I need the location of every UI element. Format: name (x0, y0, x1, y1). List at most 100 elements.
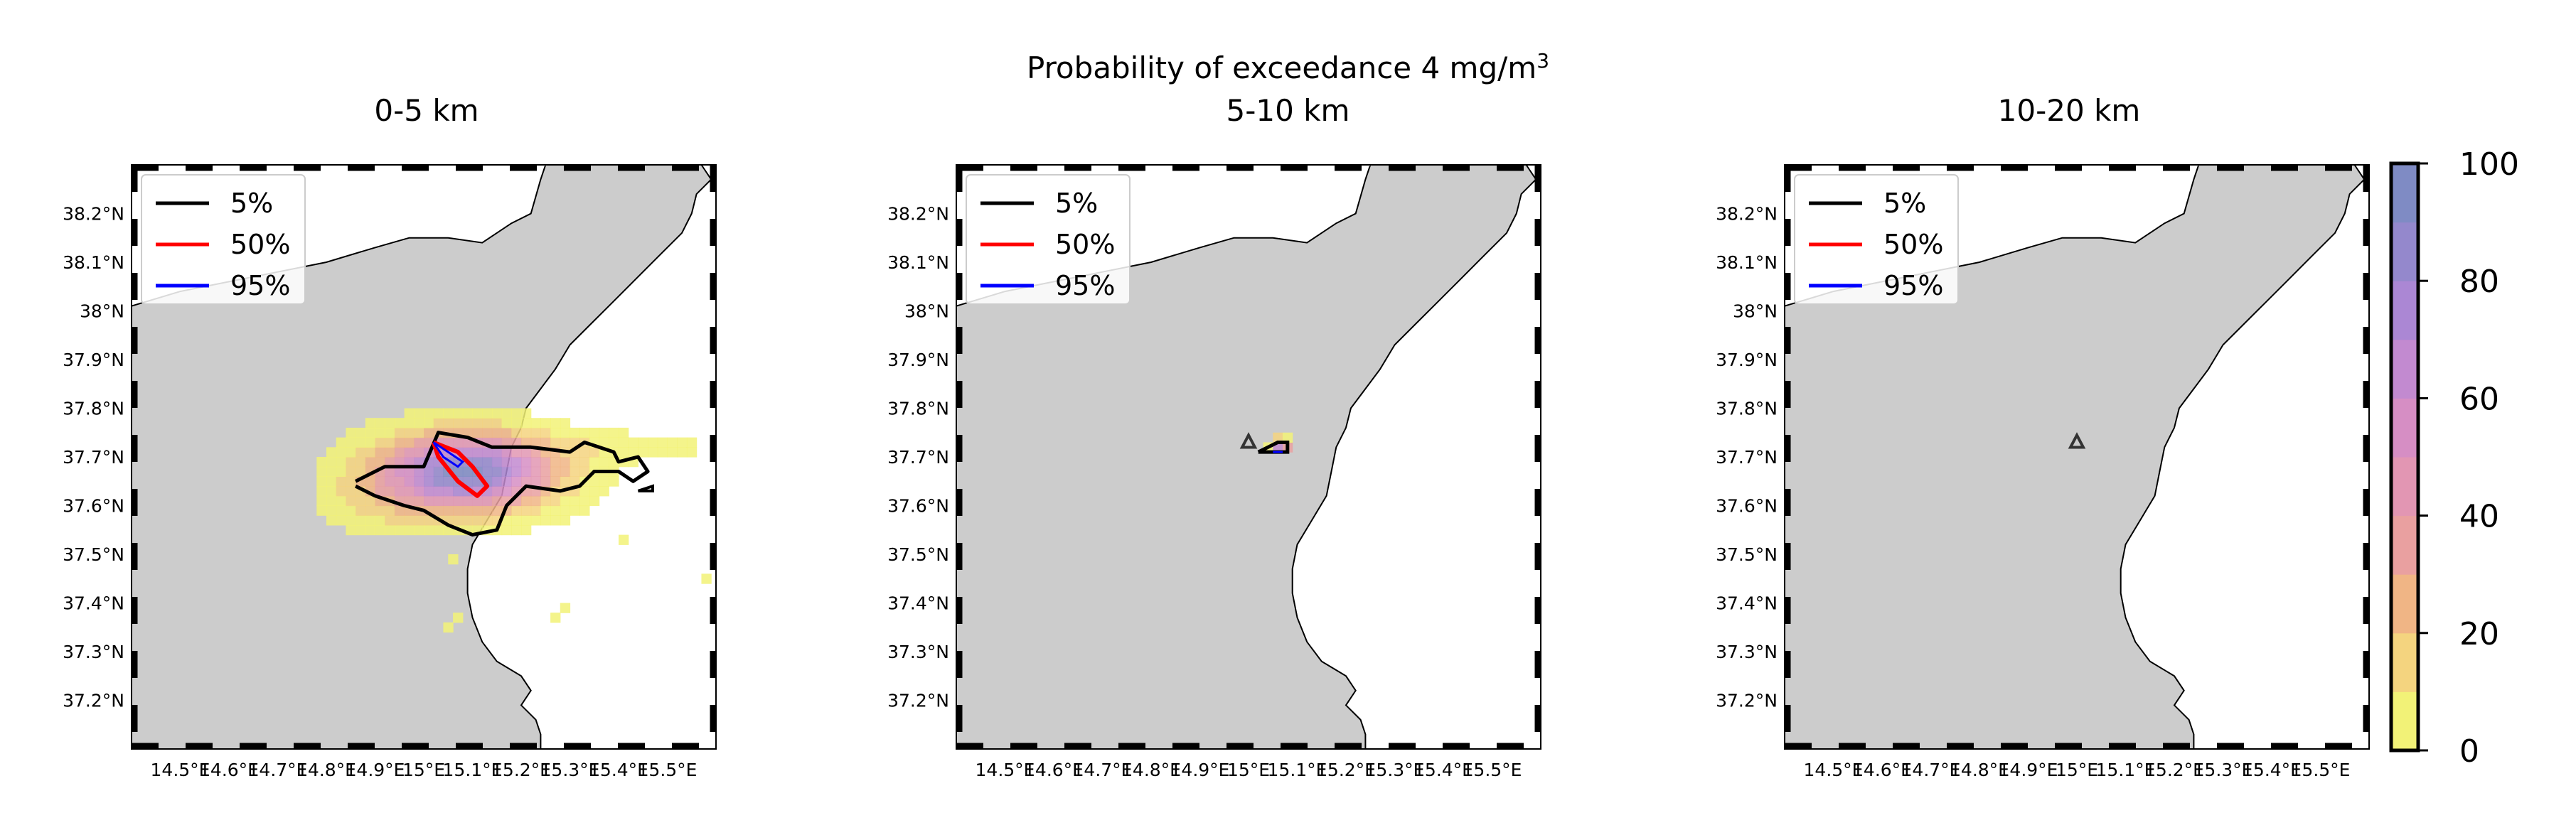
probability-cell (336, 437, 346, 448)
probability-cell (530, 515, 541, 526)
colorbar-segment (2391, 632, 2418, 692)
legend-label: 5% (1055, 188, 1098, 219)
probability-cell (521, 495, 532, 507)
probability-cell (326, 466, 337, 477)
probability-cell (462, 515, 474, 526)
probability-cell (414, 457, 424, 468)
probability-cell (550, 515, 561, 526)
probability-cell (638, 437, 648, 448)
probability-cell (491, 505, 503, 516)
lon-tick-label: 15.5°E (638, 760, 698, 780)
figure-title: Probability of exceedance 4 mg/m3 (0, 51, 2576, 83)
probability-cell (482, 515, 493, 526)
probability-cell (550, 418, 561, 428)
probability-cell (501, 437, 512, 448)
probability-cell (511, 515, 522, 526)
probability-cell (326, 515, 337, 526)
probability-cell (462, 418, 474, 428)
probability-cell (579, 447, 590, 458)
probability-cell (589, 495, 600, 507)
probability-cell (443, 486, 454, 497)
probability-cell (530, 457, 541, 468)
probability-cell (365, 476, 376, 487)
probability-cell (356, 515, 366, 526)
colorbar-frame (2389, 161, 2420, 753)
probability-cell (394, 466, 405, 477)
lat-tick-label: 37.7°N (1716, 447, 1778, 468)
panel-title-10-20km: 10-20 km (1997, 93, 2141, 128)
probability-cell (560, 603, 571, 613)
volcano-vent-marker (2068, 432, 2086, 449)
probability-cell (570, 466, 580, 477)
probability-cell (550, 476, 561, 487)
probability-cell (530, 437, 541, 448)
probability-cell (316, 466, 327, 477)
probability-cell (385, 466, 395, 477)
probability-cell (609, 476, 619, 487)
probability-cell (414, 427, 424, 438)
lon-tick-label: 15°E (1227, 760, 1270, 780)
lon-tick-label: 15°E (402, 760, 445, 780)
probability-cell (453, 515, 464, 526)
probability-cell (540, 437, 551, 448)
colorbar: 100 80 60 40 20 0 (2389, 146, 2519, 770)
lon-tick-label: 14.5°E (1804, 760, 1864, 780)
probability-cell (365, 495, 376, 507)
lon-tick-label: 14.6°E (199, 760, 259, 780)
probability-cell (599, 486, 609, 497)
probability-cell (511, 466, 522, 477)
probability-cell (491, 437, 503, 448)
colorbar-segment (2391, 398, 2418, 458)
probability-cell (550, 427, 561, 438)
colorbar-segment (2391, 163, 2418, 223)
probability-cell (599, 437, 609, 448)
probability-cell (589, 447, 600, 458)
lat-tick-label: 37.6°N (63, 496, 124, 517)
probability-cell (521, 515, 532, 526)
probability-cell (326, 447, 337, 458)
probability-cell (599, 457, 609, 468)
figure-subtitle: 5-10 km (1226, 93, 1350, 128)
probability-cell (443, 418, 454, 428)
probability-cell (346, 486, 356, 497)
legend-box (966, 174, 1131, 305)
probability-cell (570, 457, 580, 468)
lon-tick-label: 14.9°E (1999, 760, 2058, 780)
lat-tick-label: 38.1°N (63, 252, 124, 273)
probability-cell (346, 495, 356, 507)
lat-tick-label: 37.7°N (63, 447, 124, 468)
lat-tick-label: 37.5°N (887, 544, 949, 565)
probability-cell (375, 505, 385, 516)
legend-label: 50% (1055, 229, 1115, 260)
map-panel-0: 38.2°N 38.1°N 38°N 37.9°N 37.8°N 37.7°N 37.6°N… (63, 164, 717, 780)
lat-tick-label: 37.8°N (1716, 399, 1778, 419)
probability-cell (550, 466, 561, 477)
probability-cell (677, 437, 688, 448)
probability-cell (501, 418, 512, 428)
probability-cell (375, 515, 385, 526)
probability-cell (394, 437, 405, 448)
probability-cell (472, 495, 483, 507)
probability-cell (589, 486, 600, 497)
lat-tick-label: 38°N (1733, 301, 1778, 322)
probability-cell (491, 427, 503, 438)
lat-tick-label: 38.2°N (1716, 204, 1778, 225)
probability-cell (365, 505, 376, 516)
probability-cell (482, 466, 493, 477)
probability-cell (336, 466, 346, 477)
probability-cell (560, 437, 571, 448)
probability-cell (521, 418, 532, 428)
probability-cell (701, 573, 712, 584)
probability-cell (472, 457, 483, 468)
probability-cell (579, 495, 590, 507)
probability-cell (375, 486, 385, 497)
probability-cell (316, 495, 327, 507)
probability-cell (472, 427, 483, 438)
probability-cell (462, 505, 474, 516)
probability-cell (589, 457, 600, 468)
probability-cell (491, 447, 503, 458)
map-panel-1: 38.2°N 38.1°N 38°N 37.9°N 37.8°N 37.7°N 37.6°N… (887, 164, 1541, 780)
lat-tick-label: 38.2°N (887, 204, 949, 225)
probability-cell (433, 408, 444, 419)
probability-cell (511, 447, 522, 458)
